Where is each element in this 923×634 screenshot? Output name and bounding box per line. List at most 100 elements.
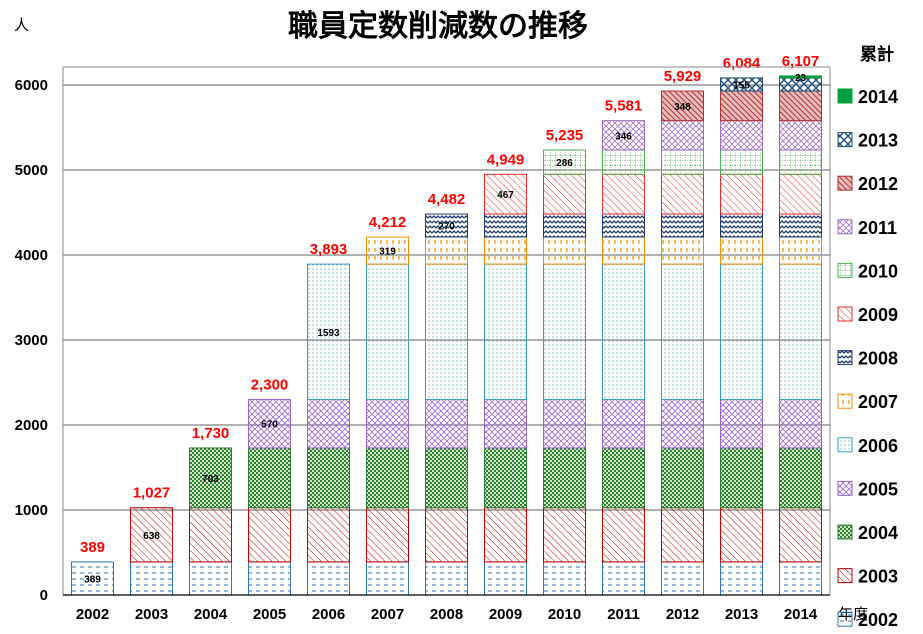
legend-swatch (837, 480, 853, 496)
y-tick-label: 1000 (15, 502, 48, 519)
legend-swatch (837, 393, 853, 409)
legend-entry: 2004 (837, 523, 898, 543)
total-label: 1,730 (192, 425, 230, 442)
bar-segment (720, 149, 763, 175)
bar-segment (720, 507, 763, 563)
bar-segment (779, 173, 822, 215)
total-label: 4,212 (369, 214, 407, 231)
legend-entry: 2007 (837, 392, 898, 412)
bar-stack: 23 (779, 73, 822, 596)
x-tick-label: 2014 (784, 606, 818, 623)
bar-segment (779, 447, 822, 509)
bar-segment (661, 447, 704, 509)
x-tick-label: 2009 (489, 606, 522, 623)
bar-segment (543, 399, 586, 449)
legend-swatch (837, 219, 853, 235)
bar-segment (189, 507, 232, 563)
bar-segment (484, 561, 527, 596)
bar-segment (543, 561, 586, 596)
legend-label: 2010 (858, 261, 898, 281)
bar-segment (484, 236, 527, 265)
bar-segment (543, 213, 586, 238)
total-label: 389 (80, 539, 105, 556)
segment-value-label: 389 (84, 574, 101, 585)
bar-stack: 286 (543, 149, 586, 596)
bar-segment (307, 507, 350, 563)
legend-label: 2013 (858, 131, 898, 151)
bar-segment (543, 507, 586, 563)
bar-segment (779, 120, 822, 151)
bar-stack: 348 (661, 90, 704, 596)
bar-segment (602, 561, 645, 596)
legend-entry: 2009 (837, 305, 898, 325)
bar-segment (366, 447, 409, 509)
x-tick-label: 2008 (430, 606, 463, 623)
legend-entry: 2005 (837, 479, 898, 499)
bar-segment (779, 236, 822, 265)
y-tick-label: 3000 (15, 332, 48, 349)
bar-stack: 467 (484, 173, 527, 596)
legend-label: 2014 (858, 87, 898, 107)
x-tick-label: 2010 (548, 606, 581, 623)
segment-value-label: 286 (556, 158, 573, 169)
legend-entry: 2010 (837, 261, 898, 281)
bar-segment (720, 236, 763, 265)
legend-entry: 2003 (837, 567, 898, 587)
bar-segment (484, 173, 527, 215)
segment-value-label: 23 (795, 73, 807, 84)
bar-segment (720, 399, 763, 449)
total-label: 5,235 (546, 127, 584, 144)
total-label: 3,893 (310, 241, 348, 258)
legend-label: 2003 (858, 567, 898, 587)
total-label: 4,949 (487, 151, 525, 168)
bar-segment (720, 173, 763, 215)
total-label: 6,084 (723, 55, 761, 72)
bar-segment (248, 507, 291, 563)
bar-segment (602, 120, 645, 151)
segment-value-label: 703 (202, 474, 219, 485)
bar-segment (661, 90, 704, 122)
bar-segment (661, 507, 704, 563)
bar-segment (720, 561, 763, 596)
legend-swatch (837, 306, 853, 322)
bar-stack: 570 (248, 399, 291, 596)
bar-segment (425, 447, 468, 509)
bar-segment (720, 77, 763, 92)
x-axis-ticks: 2002 2003 2004 2005 2006 2007 2008 2009 2010 2011… (76, 606, 818, 623)
bar-stack: 319 (366, 236, 409, 596)
legend-swatch (837, 132, 853, 148)
bar-segment (425, 263, 468, 400)
bar-segment (425, 213, 468, 238)
x-tick-label: 2005 (253, 606, 286, 623)
y-tick-label: 5000 (15, 162, 48, 179)
x-tick-label: 2002 (76, 606, 109, 623)
bar-segment (602, 173, 645, 215)
bar-segment (307, 561, 350, 596)
legend: 2014 2013 2012 2011 2010 2009 2008 2007 2006 2005… (837, 87, 898, 630)
bar-segment (661, 263, 704, 400)
bar-segment (366, 236, 409, 265)
bar-segment (366, 507, 409, 563)
bar-segment (248, 399, 291, 449)
legend-label: 2007 (858, 392, 898, 412)
chart-title: 職員定数削減数の推移 (288, 9, 588, 44)
bar-segment (366, 263, 409, 400)
bar-segment (71, 561, 114, 596)
bar-segment (189, 561, 232, 596)
legend-swatch (837, 611, 853, 627)
total-labels: 389 1,027 1,730 2,300 3,893 4,212 4,482 4,949 5,… (80, 53, 819, 556)
x-tick-label: 2006 (312, 606, 345, 623)
segment-value-label: 348 (674, 102, 691, 113)
bars: 389 638 703 570 1593 319 270 467 286 346 348 155 23 (71, 73, 822, 596)
x-tick-label: 2007 (371, 606, 404, 623)
legend-label: 2012 (858, 174, 898, 194)
bar-segment (543, 149, 586, 175)
legend-swatch (837, 175, 853, 191)
bar-segment (425, 399, 468, 449)
segment-value-label: 467 (497, 190, 514, 201)
bar-segment (602, 447, 645, 509)
legend-swatch (837, 88, 853, 104)
total-label: 5,929 (664, 68, 702, 85)
legend-swatch (837, 524, 853, 540)
bar-segment (484, 399, 527, 449)
